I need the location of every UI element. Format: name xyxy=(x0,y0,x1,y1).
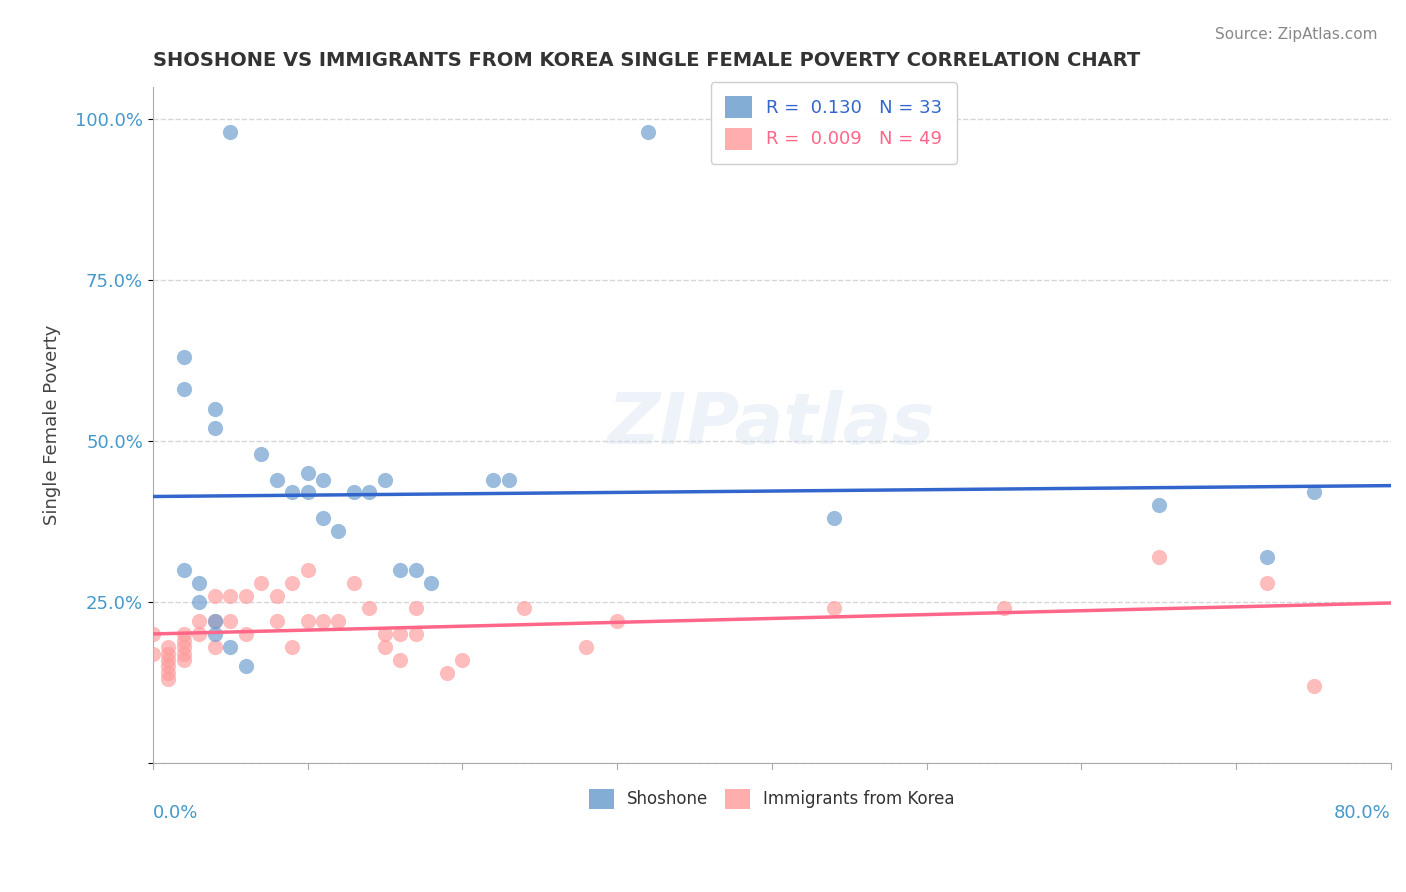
Point xyxy=(405,627,427,641)
Point xyxy=(266,473,288,487)
Point xyxy=(359,601,381,615)
Point xyxy=(266,589,288,603)
Text: 80.0%: 80.0% xyxy=(1334,804,1391,822)
Point xyxy=(157,640,180,654)
Point xyxy=(823,511,845,525)
Text: Source: ZipAtlas.com: Source: ZipAtlas.com xyxy=(1215,27,1378,42)
Point xyxy=(343,485,366,500)
Point xyxy=(204,640,226,654)
Point xyxy=(823,601,845,615)
Point xyxy=(575,640,598,654)
Point xyxy=(405,601,427,615)
Point xyxy=(235,589,257,603)
Point xyxy=(266,615,288,629)
Point xyxy=(219,640,242,654)
Point xyxy=(637,125,659,139)
Point xyxy=(1256,549,1278,564)
Point xyxy=(188,575,211,590)
Point xyxy=(297,466,319,480)
Point xyxy=(157,665,180,680)
Point xyxy=(281,575,304,590)
Point xyxy=(297,615,319,629)
Point xyxy=(157,673,180,687)
Point xyxy=(1147,499,1170,513)
Point xyxy=(993,601,1015,615)
Point xyxy=(173,647,195,661)
Point xyxy=(312,511,335,525)
Y-axis label: Single Female Poverty: Single Female Poverty xyxy=(44,325,60,525)
Point xyxy=(157,647,180,661)
Point xyxy=(188,627,211,641)
Point xyxy=(374,627,396,641)
Point xyxy=(173,350,195,364)
Point xyxy=(389,563,412,577)
Point xyxy=(513,601,536,615)
Text: 0.0%: 0.0% xyxy=(153,804,198,822)
Point xyxy=(173,627,195,641)
Point xyxy=(389,627,412,641)
Point xyxy=(482,473,505,487)
Point xyxy=(606,615,628,629)
Point xyxy=(235,659,257,673)
Point xyxy=(1256,575,1278,590)
Text: SHOSHONE VS IMMIGRANTS FROM KOREA SINGLE FEMALE POVERTY CORRELATION CHART: SHOSHONE VS IMMIGRANTS FROM KOREA SINGLE… xyxy=(153,51,1140,70)
Point xyxy=(1147,549,1170,564)
Point xyxy=(204,401,226,416)
Point xyxy=(374,640,396,654)
Point xyxy=(235,627,257,641)
Point xyxy=(157,653,180,667)
Point xyxy=(173,633,195,648)
Point xyxy=(204,615,226,629)
Point xyxy=(405,563,427,577)
Point xyxy=(219,125,242,139)
Point xyxy=(420,575,443,590)
Point xyxy=(173,563,195,577)
Point xyxy=(312,615,335,629)
Point xyxy=(173,383,195,397)
Point xyxy=(297,485,319,500)
Point xyxy=(328,615,350,629)
Point xyxy=(204,615,226,629)
Point xyxy=(204,421,226,435)
Point xyxy=(281,485,304,500)
Point xyxy=(1302,485,1324,500)
Point xyxy=(219,615,242,629)
Text: ZIPatlas: ZIPatlas xyxy=(609,391,935,459)
Point xyxy=(498,473,520,487)
Point xyxy=(250,447,273,461)
Point xyxy=(250,575,273,590)
Point xyxy=(142,627,165,641)
Point xyxy=(343,575,366,590)
Point xyxy=(188,595,211,609)
Point xyxy=(188,615,211,629)
Point xyxy=(1302,679,1324,693)
Point xyxy=(451,653,474,667)
Point xyxy=(436,665,458,680)
Point xyxy=(374,473,396,487)
Point xyxy=(173,653,195,667)
Point xyxy=(142,647,165,661)
Point xyxy=(312,473,335,487)
Point xyxy=(219,589,242,603)
Point xyxy=(297,563,319,577)
Point xyxy=(204,627,226,641)
Point xyxy=(173,640,195,654)
Point xyxy=(157,659,180,673)
Point xyxy=(204,589,226,603)
Legend: Shoshone, Immigrants from Korea: Shoshone, Immigrants from Korea xyxy=(575,775,969,822)
Point xyxy=(389,653,412,667)
Point xyxy=(281,640,304,654)
Point xyxy=(359,485,381,500)
Point xyxy=(328,524,350,538)
